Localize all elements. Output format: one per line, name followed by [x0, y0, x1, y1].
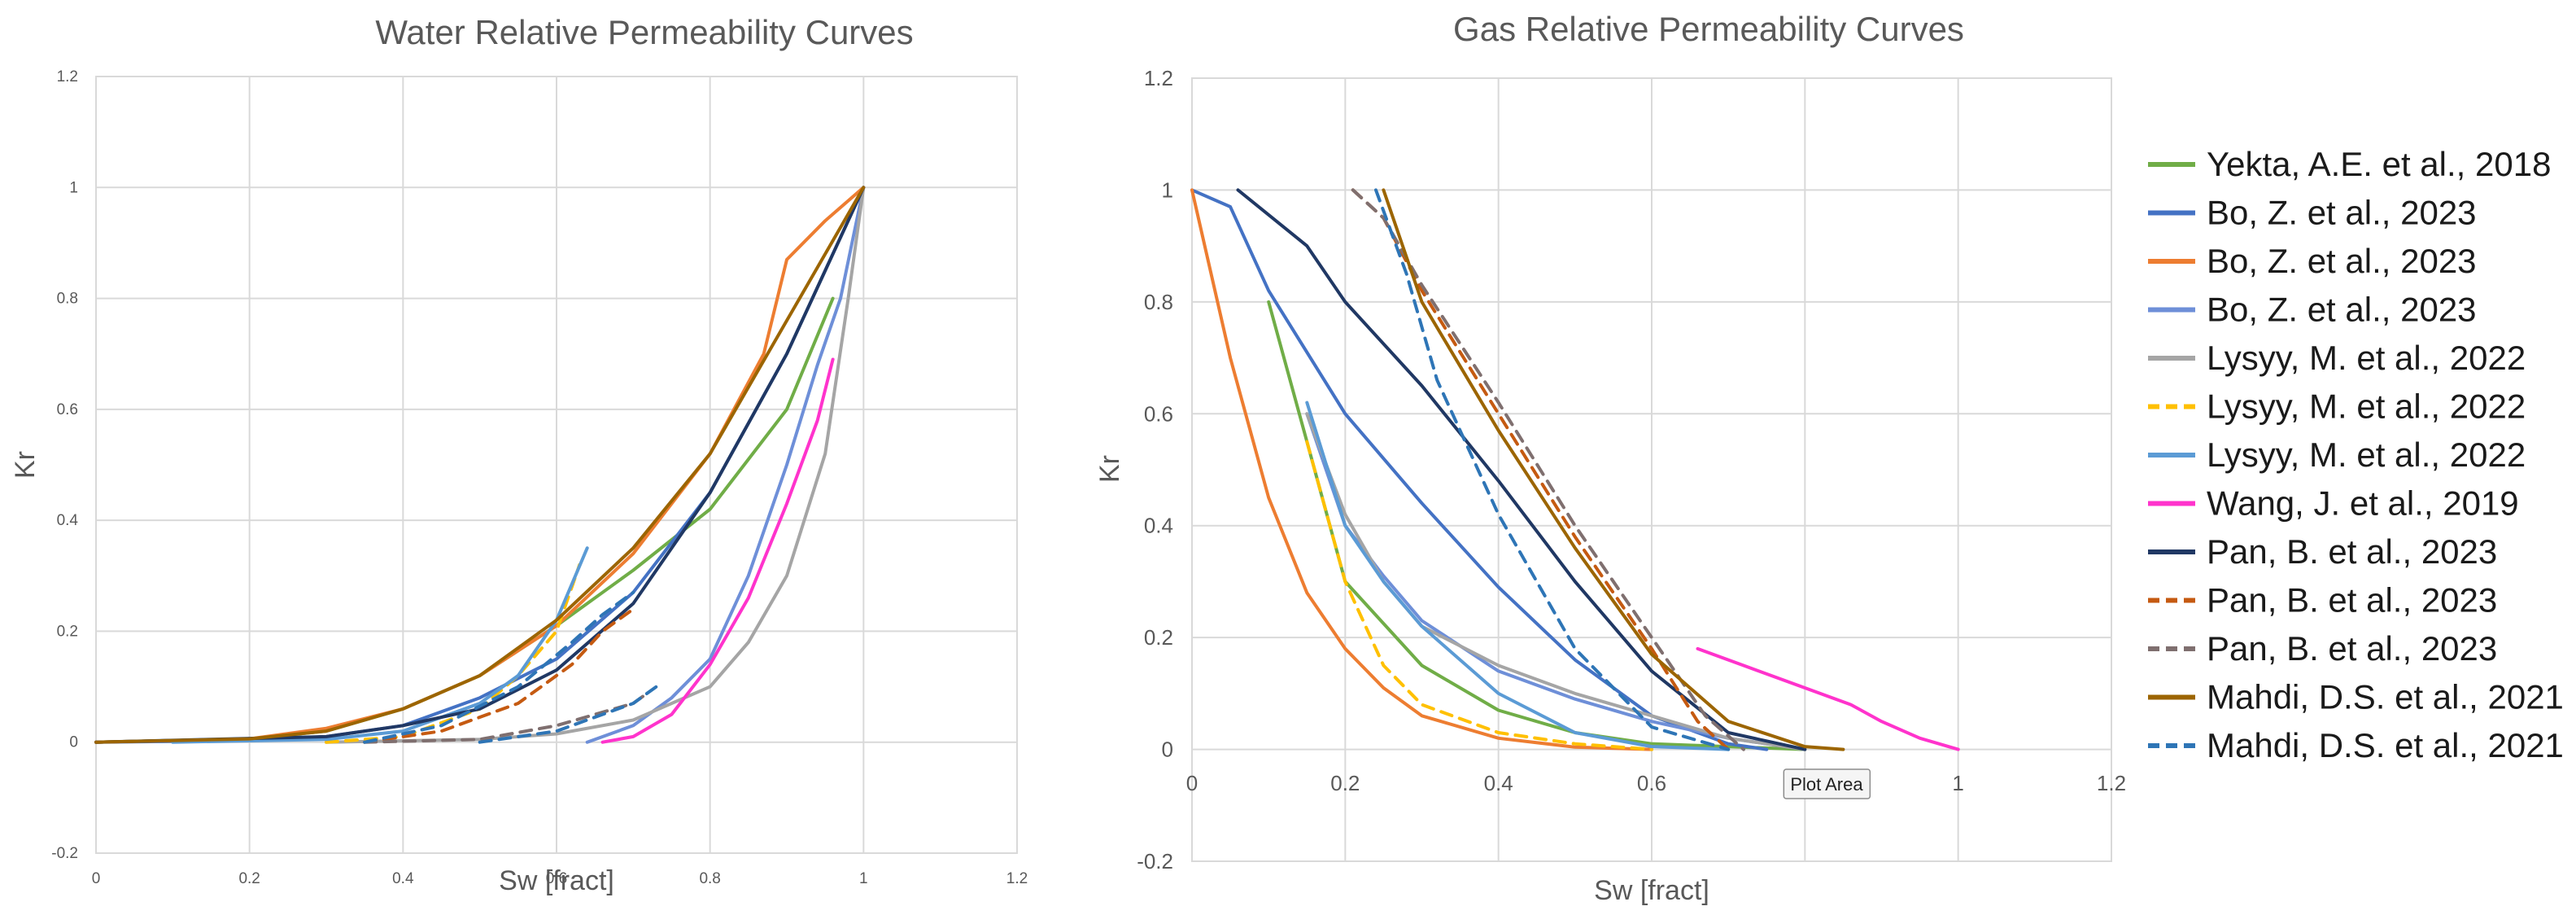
legend-item[interactable]: Lysyy, M. et al., 2022 — [2148, 339, 2526, 377]
y-tick-label: 1.2 — [57, 68, 78, 85]
x-tick-label: 0 — [92, 870, 101, 887]
x-tick-label: 0.6 — [546, 870, 567, 887]
water-chart-title: Water Relative Permeability Curves — [375, 13, 913, 51]
series-line-5[interactable]: Lysyy, M. et al., 2022 — [1305, 412, 1807, 751]
legend-label: Mahdi, D.S. et al., 2021 — [2207, 726, 2564, 764]
x-tick-label: 1 — [1952, 771, 1963, 795]
legend-label: Mahdi, D.S. et al., 2021 — [2207, 678, 2564, 716]
series-line-10[interactable]: Pan, B. et al., 2023 — [363, 607, 635, 744]
legend-label: Pan, B. et al., 2023 — [2207, 581, 2497, 619]
water-y-axis-label: Kr — [10, 451, 41, 479]
x-tick-label: 0.2 — [238, 870, 260, 887]
series-line-8[interactable]: Wang, J. et al., 2019 — [1696, 646, 1960, 751]
series-line-7[interactable]: Lysyy, M. et al., 2022 — [1305, 401, 1731, 751]
series-line-4[interactable]: Bo, Z. et al., 2023 — [585, 186, 866, 744]
gas-x-axis-label: Sw [fract] — [1594, 875, 1709, 906]
series-line-12[interactable]: Mahdi, D.S. et al., 2021 — [94, 186, 866, 744]
series-line-8[interactable]: Wang, J. et al., 2019 — [600, 357, 835, 744]
series-line-3[interactable]: Bo, Z. et al., 2023 — [94, 186, 866, 744]
x-tick-label: 0.8 — [699, 870, 720, 887]
x-tick-label: 0.6 — [1637, 771, 1666, 795]
legend-item[interactable]: Mahdi, D.S. et al., 2021 — [2148, 678, 2564, 716]
gas-y-ticks: -0.2 0 0.2 0.4 0.6 0.8 1 1.2 — [1137, 66, 1173, 873]
series-line-9[interactable]: Pan, B. et al., 2023 — [94, 186, 866, 744]
gas-chart-title: Gas Relative Permeability Curves — [1453, 10, 1964, 48]
legend-label: Lysyy, M. et al., 2022 — [2207, 387, 2526, 426]
legend-item[interactable]: Pan, B. et al., 2023 — [2148, 629, 2497, 668]
legend-label: Lysyy, M. et al., 2022 — [2207, 436, 2526, 474]
water-chart: -0.200.20.40.60.811.2 0 0.2 0.4 0.6 0.8 1 1.2 … — [10, 13, 1028, 896]
y-tick-label: -0.2 — [51, 845, 78, 862]
gas-chart: -0.200.20.40.60.811.2 00.20.40.60.811.2 … — [1094, 10, 2126, 906]
gas-y-axis-label: Kr — [1094, 455, 1125, 483]
plot-area-tooltip: Plot Area — [1783, 768, 1871, 799]
y-tick-label: 1 — [69, 179, 78, 196]
y-tick-label: 1.2 — [1144, 66, 1173, 90]
series-line-13[interactable]: Mahdi, D.S. et al., 2021 — [1374, 188, 1731, 751]
y-tick-label: 0.6 — [57, 401, 78, 418]
legend-item[interactable]: Pan, B. et al., 2023 — [2148, 581, 2497, 619]
y-tick-label: 0.2 — [1144, 625, 1173, 650]
y-tick-label: 0.2 — [57, 623, 78, 640]
x-tick-label: 1.2 — [2097, 771, 2126, 795]
legend-label: Bo, Z. et al., 2023 — [2207, 194, 2477, 232]
y-tick-label: 0 — [1162, 738, 1173, 762]
legend-item[interactable]: Bo, Z. et al., 2023 — [2148, 194, 2477, 232]
series-line-11[interactable]: Pan, B. et al., 2023 — [1351, 188, 1745, 751]
legend-item[interactable]: Yekta, A.E. et al., 2018 — [2148, 145, 2551, 183]
legend-item[interactable]: Mahdi, D.S. et al., 2021 — [2148, 726, 2564, 764]
x-tick-label: 0 — [1186, 771, 1198, 795]
tooltip-label: Plot Area — [1790, 774, 1863, 795]
y-tick-label: 0 — [69, 734, 78, 751]
series-line-6[interactable]: Lysyy, M. et al., 2022 — [1305, 440, 1653, 751]
series-line-12[interactable]: Mahdi, D.S. et al., 2021 — [1382, 188, 1845, 751]
legend-label: Lysyy, M. et al., 2022 — [2207, 339, 2526, 377]
water-x-axis-label: Sw [fract] — [499, 865, 614, 896]
y-tick-label: 1 — [1162, 177, 1173, 202]
legend-item[interactable]: Bo, Z. et al., 2023 — [2148, 291, 2477, 329]
y-tick-label: 0.8 — [1144, 290, 1173, 314]
x-tick-label: 1 — [859, 870, 868, 887]
legend-item[interactable]: Wang, J. et al., 2019 — [2148, 484, 2519, 523]
legend-item[interactable]: Bo, Z. et al., 2023 — [2148, 242, 2477, 280]
x-tick-label: 0.4 — [392, 870, 414, 887]
y-tick-label: -0.2 — [1137, 849, 1173, 873]
legend-label: Wang, J. et al., 2019 — [2207, 484, 2519, 523]
y-tick-label: 0.8 — [57, 291, 78, 308]
y-tick-label: 0.4 — [57, 512, 79, 529]
legend-label: Bo, Z. et al., 2023 — [2207, 242, 2477, 280]
x-tick-label: 0.4 — [1484, 771, 1513, 795]
legend-item[interactable]: Lysyy, M. et al., 2022 — [2148, 436, 2526, 474]
series-line-10[interactable]: Pan, B. et al., 2023 — [1351, 188, 1731, 751]
series-line-14[interactable]: Mahdi, D.S. et al., 2021 — [478, 685, 658, 744]
water-y-ticks: -0.2 0 0.2 0.4 0.6 0.8 1 1.2 — [51, 68, 78, 862]
y-tick-label: 0.4 — [1144, 514, 1173, 538]
legend[interactable]: Yekta, A.E. et al., 2018 Bo, Z. et al., 2… — [2148, 145, 2564, 764]
legend-label: Yekta, A.E. et al., 2018 — [2207, 145, 2551, 183]
legend-label: Bo, Z. et al., 2023 — [2207, 291, 2477, 329]
x-tick-label: 1.2 — [1006, 870, 1028, 887]
legend-item[interactable]: Lysyy, M. et al., 2022 — [2148, 387, 2526, 426]
series-line-3[interactable]: Bo, Z. et al., 2023 — [1190, 188, 1653, 751]
water-x-ticks: 0 0.2 0.4 0.6 0.8 1 1.2 — [92, 870, 1028, 887]
y-tick-label: 0.6 — [1144, 401, 1173, 426]
series-line-13[interactable]: Mahdi, D.S. et al., 2021 — [363, 590, 635, 744]
legend-item[interactable]: Pan, B. et al., 2023 — [2148, 532, 2497, 571]
legend-label: Pan, B. et al., 2023 — [2207, 629, 2497, 668]
x-tick-label: 0.2 — [1330, 771, 1360, 795]
legend-label: Pan, B. et al., 2023 — [2207, 532, 2497, 571]
